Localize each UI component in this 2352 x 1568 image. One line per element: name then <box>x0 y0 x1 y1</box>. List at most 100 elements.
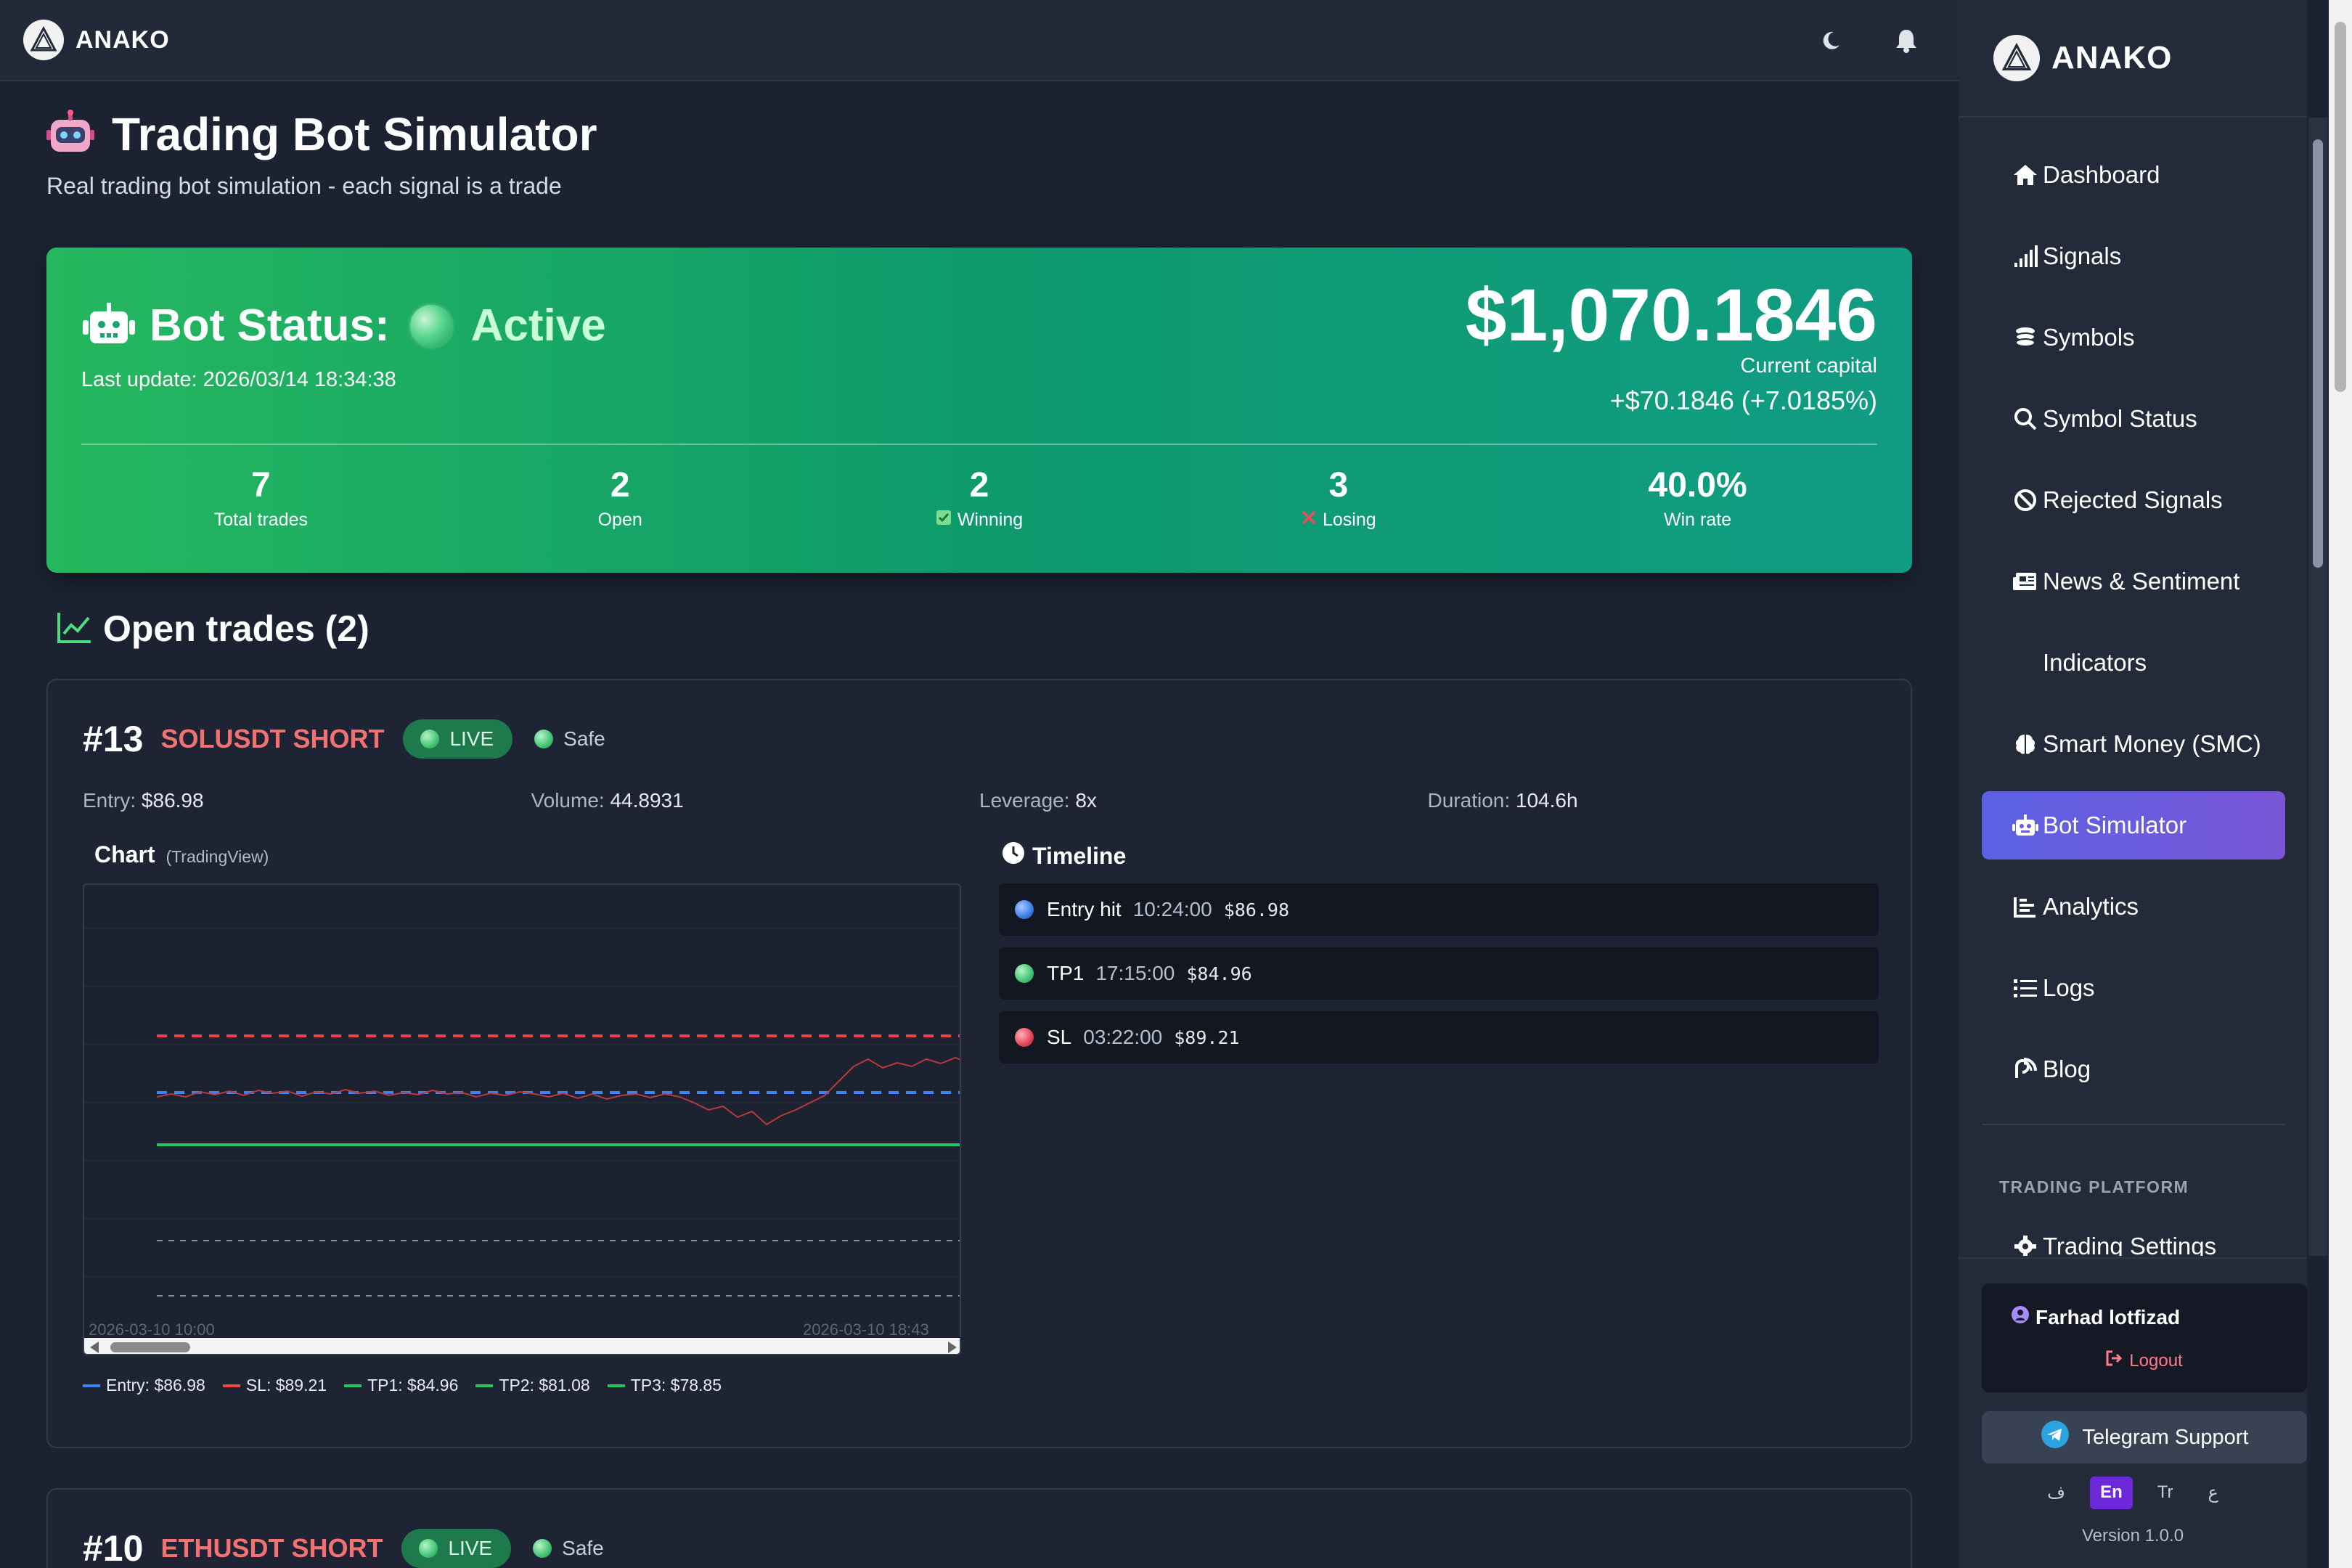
sidebar-item-label: Rejected Signals <box>2043 486 2223 513</box>
lang-option[interactable]: Tr <box>2157 1482 2173 1502</box>
top-bar: ANAKO <box>0 0 1959 81</box>
sidebar-item-signals[interactable]: Signals <box>1982 222 2285 290</box>
timeline-item: Entry hit 10:24:00 $86.98 <box>999 883 1879 936</box>
sidebar-item-news[interactable]: News & Sentiment <box>1982 547 2285 616</box>
bot-status-label: Bot Status: <box>150 301 390 351</box>
newspaper-icon <box>2011 567 2040 596</box>
theme-toggle-icon[interactable] <box>1810 20 1851 61</box>
sidebar-item-label: Symbols <box>2043 324 2135 351</box>
live-badge: LIVE <box>401 1529 512 1568</box>
sidebar-brand[interactable]: ANAKO <box>1959 0 2307 118</box>
risk-indicator: Safe <box>533 1537 604 1560</box>
trade-card: #13 SOLUSDT SHORT LIVE Safe Entry: $86.9… <box>46 679 1912 1448</box>
green-dot-icon <box>1015 964 1034 983</box>
chart-start-label: 2026-03-10 10:00 <box>89 1320 215 1339</box>
telegram-support-button[interactable]: Telegram Support <box>1982 1411 2307 1463</box>
duration-label: Duration: <box>1427 789 1511 812</box>
legend-sl: SL: $89.21 <box>222 1376 327 1395</box>
stat-total-trades: 7 Total trades <box>81 465 441 531</box>
last-update: Last update: 2026/03/14 18:34:38 <box>81 368 396 391</box>
user-name[interactable]: Farhad lotfizad <box>2011 1305 2180 1329</box>
stat-winning: 2 Winning <box>800 465 1159 531</box>
line-chart-icon <box>57 611 93 648</box>
logout-link[interactable]: Logout <box>1982 1350 2307 1371</box>
lang-option[interactable]: ع <box>2208 1483 2218 1503</box>
stat-value: 2 <box>610 466 630 505</box>
trade-number: #13 <box>83 719 144 759</box>
chart-legend: Entry: $86.98 SL: $89.21 TP1: $84.96 TP2… <box>83 1376 722 1395</box>
stat-open: 2 Open <box>441 465 800 531</box>
sidebar-scrollbar[interactable] <box>2308 118 2327 1256</box>
timeline-price: $89.21 <box>1174 1026 1240 1048</box>
timeline-item: TP1 17:15:00 $84.96 <box>999 947 1879 1000</box>
sidebar-item-smart-money[interactable]: Smart Money (SMC) <box>1982 710 2285 778</box>
chart-icon <box>2011 892 2040 921</box>
timeline-list: Entry hit 10:24:00 $86.98 TP1 17:15:00 $… <box>999 883 1879 1075</box>
stat-label: Open <box>597 510 642 530</box>
indicators-icon <box>2011 648 2040 677</box>
legend-tp2: TP2: $81.08 <box>475 1376 590 1395</box>
window-scroll-thumb[interactable] <box>2335 22 2346 392</box>
search-icon <box>2011 404 2040 433</box>
live-dot-icon <box>419 1539 438 1558</box>
leverage-info: Leverage: 8x <box>979 789 1428 812</box>
checkbox-icon <box>936 510 952 531</box>
lang-option[interactable]: ف <box>2047 1483 2066 1503</box>
red-dot-icon <box>1015 1028 1034 1047</box>
entry-label: Entry: <box>83 789 136 812</box>
timeline-title-text: Timeline <box>1032 842 1127 869</box>
sidebar-item-symbols[interactable]: Symbols <box>1982 303 2285 372</box>
trade-symbol: ETHUSDT SHORT <box>160 1533 383 1563</box>
safe-dot-icon <box>534 730 554 748</box>
logo-icon <box>23 20 64 60</box>
capital-block: $1,070.1846 Current capital +$70.1846 (+… <box>1466 276 1877 416</box>
sidebar-item-blog[interactable]: Blog <box>1982 1035 2285 1103</box>
duration-value: 104.6h <box>1515 789 1578 812</box>
legend-tp3: TP3: $78.85 <box>607 1376 722 1395</box>
sidebar-item-analytics[interactable]: Analytics <box>1982 873 2285 941</box>
risk-label: Safe <box>563 727 605 750</box>
leverage-label: Leverage: <box>979 789 1070 812</box>
risk-indicator: Safe <box>534 727 605 751</box>
price-chart[interactable]: 2026-03-10 10:00 2026-03-10 18:43 <box>83 883 961 1355</box>
menu-section-title: TRADING PLATFORM <box>1999 1177 2189 1196</box>
sidebar-item-label: Blog <box>2043 1055 2091 1082</box>
sidebar-brand-name: ANAKO <box>2051 40 2173 75</box>
sidebar-menu: Dashboard Signals Symbols Symbol Status … <box>1959 118 2308 1256</box>
sidebar-item-symbol-status[interactable]: Symbol Status <box>1982 385 2285 453</box>
sidebar-item-label: Smart Money (SMC) <box>2043 730 2261 757</box>
live-badge-label: LIVE <box>449 727 494 750</box>
brand[interactable]: ANAKO <box>23 20 170 60</box>
sidebar-item-indicators[interactable]: Indicators <box>1982 629 2285 697</box>
signal-bars-icon <box>2011 242 2040 271</box>
stat-label: Winning <box>957 510 1024 530</box>
sidebar-item-bot-simulator[interactable]: Bot Simulator <box>1982 791 2285 859</box>
entry-info: Entry: $86.98 <box>83 789 531 812</box>
ban-icon <box>2011 486 2040 515</box>
menu-divider <box>1982 1124 2285 1125</box>
open-trades-title: Open trades (2) <box>103 608 369 649</box>
sidebar-item-logs[interactable]: Logs <box>1982 954 2285 1022</box>
volume-label: Volume: <box>531 789 605 812</box>
lang-option-active[interactable]: En <box>2090 1477 2133 1509</box>
clock-icon <box>1002 841 1025 870</box>
bell-icon[interactable] <box>1886 20 1927 61</box>
sidebar-item-trading-settings[interactable]: Trading Settings <box>1982 1212 2285 1256</box>
live-dot-icon <box>420 730 440 748</box>
live-badge-label: LIVE <box>448 1537 493 1559</box>
blog-icon <box>2011 1055 2040 1084</box>
timeline-event: Entry hit <box>1047 898 1122 920</box>
user-box: Farhad lotfizad Logout <box>1982 1283 2307 1392</box>
sidebar-item-label: News & Sentiment <box>2043 568 2240 595</box>
timeline-price: $86.98 <box>1223 899 1290 920</box>
main-content: Trading Bot Simulator Real trading bot s… <box>46 81 1912 1448</box>
sidebar-scroll-thumb[interactable] <box>2313 139 2323 568</box>
sidebar-item-label: Dashboard <box>2043 161 2160 188</box>
sidebar-item-rejected-signals[interactable]: Rejected Signals <box>1982 466 2285 534</box>
sidebar-item-label: Logs <box>2043 974 2095 1001</box>
sidebar-item-label: Signals <box>2043 242 2122 269</box>
sidebar-item-label: Trading Settings <box>2043 1233 2217 1256</box>
window-scrollbar[interactable] <box>2329 0 2352 1568</box>
sidebar-item-dashboard[interactable]: Dashboard <box>1982 141 2285 209</box>
trade-meta: Entry: $86.98 Volume: 44.8931 Leverage: … <box>83 789 1876 812</box>
